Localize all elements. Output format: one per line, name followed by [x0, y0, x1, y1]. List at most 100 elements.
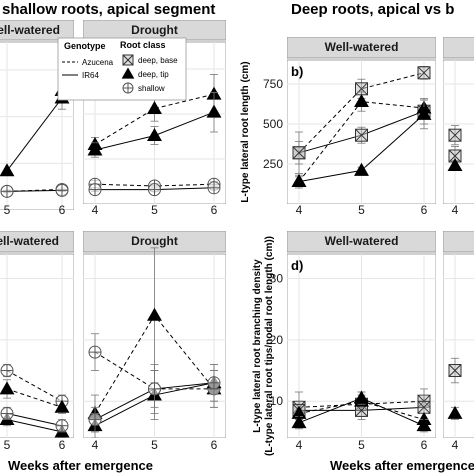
panel-bottom-right-d: Well-watered 4 5 6 10 20 30 d) L-type lateral ro… [252, 231, 436, 456]
point-deep-tip [291, 415, 307, 429]
strip-label: Drought [131, 23, 178, 37]
point-shallow [0, 364, 14, 378]
x-tick-label: 4 [452, 203, 459, 217]
point-shallow [207, 376, 221, 390]
point-deep-tip [447, 405, 463, 419]
strip [287, 231, 436, 253]
x-tick-label: 4 [452, 438, 459, 452]
x-tick-label: 6 [421, 203, 428, 217]
point-shallow [88, 183, 102, 197]
legend-genotype-label: Azucena [82, 58, 114, 67]
legend-marker [121, 67, 135, 79]
point-shallow [88, 345, 102, 359]
series-line [298, 72, 425, 154]
strip [0, 231, 74, 253]
x-tick-label: 5 [4, 203, 11, 217]
panel-letter: b) [291, 64, 303, 79]
point-shallow [88, 413, 102, 427]
strip-label: Well-watered [0, 23, 60, 37]
point-deep-base [417, 400, 431, 414]
panel-letter: d) [291, 258, 303, 273]
point-deep-tip [291, 173, 307, 188]
point-deep-tip [354, 93, 369, 108]
strip [287, 37, 436, 59]
right-title: Deep roots, apical vs b [291, 1, 454, 18]
legend-marker [122, 82, 134, 94]
x-axis-title-right: Weeks after emergence [330, 458, 474, 473]
series-line [6, 388, 63, 408]
series-line [6, 412, 63, 427]
point-shallow [0, 184, 14, 198]
point-deep-tip [0, 163, 15, 177]
x-tick-label: 6 [59, 203, 66, 217]
point-deep-tip [54, 399, 70, 413]
y-tick-label: 500 [263, 117, 283, 131]
point-deep-base [448, 128, 462, 142]
legend-rootclass-title: Root class [120, 40, 166, 50]
panel-area [443, 253, 474, 438]
panel-bottom-left-a: well-watered 5 6 [0, 231, 74, 452]
strip [0, 20, 74, 41]
y-tick-label: 250 [263, 157, 283, 171]
legend-rootclass-label: shallow [138, 84, 165, 93]
point-shallow [55, 183, 69, 197]
x-tick-label: 4 [92, 203, 99, 217]
point-deep-tip [147, 127, 162, 142]
legend-genotype-title: Genotype [64, 41, 106, 51]
point-deep-tip [354, 162, 369, 176]
y-axis-title: L-type lateral root length (cm) [240, 61, 251, 202]
point-deep-tip [147, 100, 162, 115]
point-deep-base [292, 146, 306, 160]
point-deep-tip [206, 104, 222, 118]
series-line [6, 419, 63, 433]
y-axis-title-line2: (L-type lateral root tips/nodal root len… [264, 236, 275, 456]
y-tick-label: 20 [270, 333, 284, 347]
point-deep-base [355, 128, 368, 142]
legend-genotype-label: IR64 [82, 71, 99, 80]
point-shallow [148, 382, 161, 396]
legend: Genotype Root class Azucena IR64 deep, base d… [57, 37, 187, 101]
x-tick-label: 5 [4, 438, 11, 452]
point-shallow [55, 419, 69, 433]
strip-label: Drought [131, 234, 178, 248]
legend-rootclass-label: deep, tip [138, 70, 169, 79]
x-tick-label: 5 [151, 438, 158, 452]
point-deep-base [448, 364, 462, 378]
panel-bottom-right-e: 4 [443, 231, 474, 452]
y-axis-title: L-type lateral root branching density [252, 259, 263, 433]
panel-top-right-b: Well-watered 4 5 6 250 500 750 b) L-type lateral… [240, 37, 436, 217]
series-line [6, 370, 63, 402]
point-shallow [148, 183, 161, 197]
point-deep-tip [147, 307, 162, 321]
point-deep-tip [447, 157, 463, 172]
x-tick-label: 6 [211, 203, 218, 217]
x-tick-label: 6 [421, 438, 428, 452]
x-tick-label: 5 [358, 203, 365, 217]
x-tick-label: 5 [358, 438, 365, 452]
point-deep-tip [416, 418, 432, 432]
series-line [94, 93, 215, 146]
point-deep-tip [416, 106, 432, 120]
point-deep-tip [0, 381, 15, 395]
legend-rootclass-label: deep, base [138, 56, 178, 65]
legend-marker [122, 54, 134, 66]
x-tick-label: 4 [92, 438, 99, 452]
x-axis-title-left: Weeks after emergence [8, 458, 153, 473]
y-tick-label: 10 [270, 394, 284, 408]
strip [443, 37, 474, 59]
x-tick-label: 6 [59, 438, 66, 452]
series-line [6, 189, 63, 192]
x-tick-label: 4 [296, 203, 303, 217]
x-tick-label: 4 [296, 438, 303, 452]
point-shallow [0, 406, 14, 420]
left-title: shallow roots, apical segment [2, 1, 215, 18]
strip-label: Well-watered [325, 234, 399, 248]
strip-label: Well-watered [325, 40, 399, 54]
y-tick-label: 30 [270, 272, 284, 286]
strip-label: well-watered [0, 234, 59, 248]
point-shallow [207, 181, 221, 195]
series-line [6, 97, 63, 172]
panel-top-right-c: 4 [443, 37, 474, 217]
panel-bottom-left-b: Drought 4 5 6 [83, 231, 226, 452]
